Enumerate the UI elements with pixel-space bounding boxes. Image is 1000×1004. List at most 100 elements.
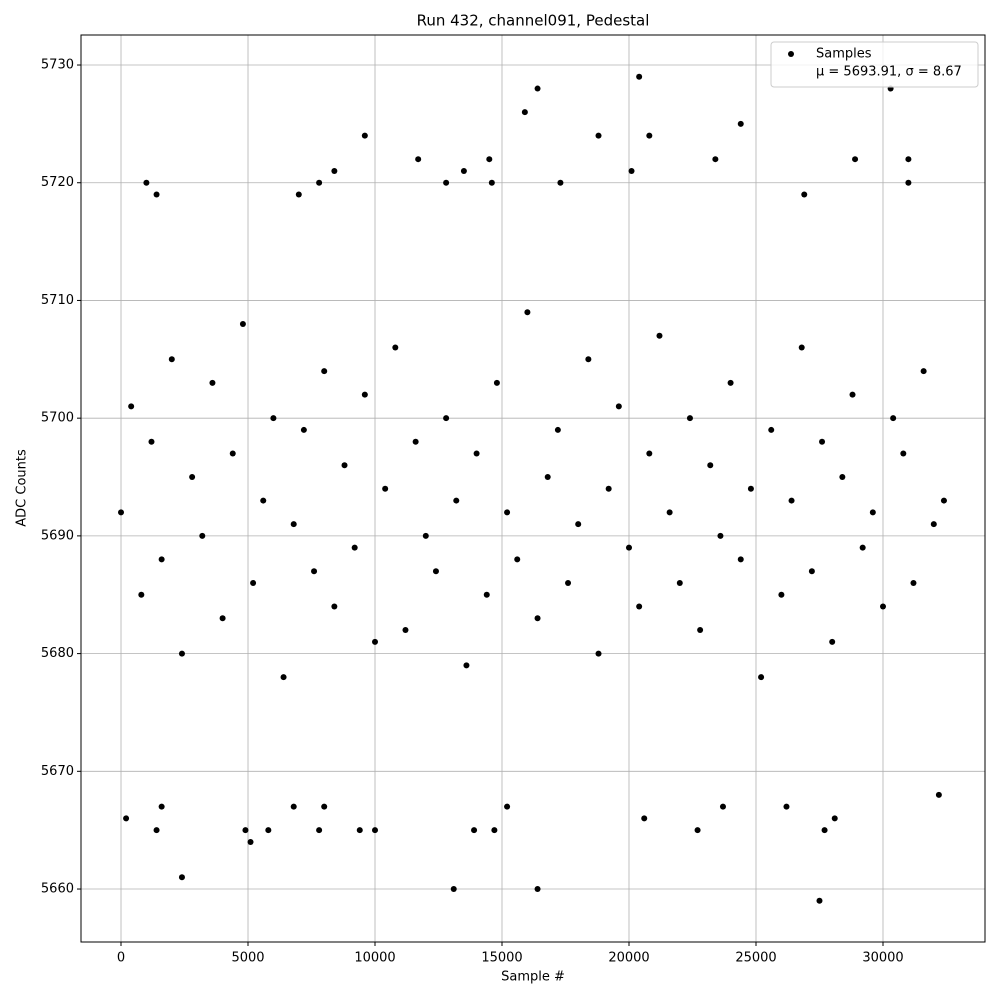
point — [504, 509, 511, 516]
point — [636, 603, 643, 610]
point — [493, 379, 500, 386]
point — [544, 474, 551, 481]
point — [178, 874, 185, 881]
point — [178, 650, 185, 657]
point — [341, 462, 348, 469]
x-tick-label: 5000 — [231, 951, 264, 966]
point — [460, 167, 467, 174]
point — [869, 509, 876, 516]
point — [849, 391, 856, 398]
point — [905, 179, 912, 186]
point — [473, 450, 480, 457]
point — [719, 803, 726, 810]
point — [372, 827, 379, 834]
point — [372, 638, 379, 645]
point — [534, 615, 541, 622]
plot-frame — [80, 34, 986, 943]
point — [392, 344, 399, 351]
point — [321, 803, 328, 810]
point — [361, 132, 368, 139]
point — [819, 438, 826, 445]
point — [768, 426, 775, 433]
point — [585, 356, 592, 363]
point — [930, 521, 937, 528]
legend-label: Samples — [816, 47, 872, 62]
point — [727, 379, 734, 386]
point — [412, 438, 419, 445]
point — [321, 368, 328, 375]
point — [331, 603, 338, 610]
point — [415, 156, 422, 163]
y-tick-label: 5710 — [41, 293, 74, 308]
point — [260, 497, 267, 504]
point — [879, 603, 886, 610]
point — [839, 474, 846, 481]
point — [463, 662, 470, 669]
point — [575, 521, 582, 528]
point — [940, 497, 947, 504]
point — [402, 627, 409, 634]
point — [486, 156, 493, 163]
point — [229, 450, 236, 457]
point — [565, 579, 572, 586]
point — [471, 827, 478, 834]
point — [524, 309, 531, 316]
point — [534, 85, 541, 92]
legend-marker — [788, 51, 794, 57]
point — [300, 426, 307, 433]
point — [148, 438, 155, 445]
point — [737, 556, 744, 563]
point — [666, 509, 673, 516]
point — [290, 521, 297, 528]
point — [656, 332, 663, 339]
point — [646, 450, 653, 457]
x-tick-label: 15000 — [481, 951, 522, 966]
point — [712, 156, 719, 163]
point — [422, 532, 429, 539]
point — [443, 415, 450, 422]
point — [859, 544, 866, 551]
point — [852, 156, 859, 163]
point — [697, 627, 704, 634]
point — [615, 403, 622, 410]
point — [808, 568, 815, 575]
point — [331, 167, 338, 174]
point — [534, 886, 541, 893]
point — [361, 391, 368, 398]
point — [801, 191, 808, 198]
point — [737, 120, 744, 127]
point — [280, 674, 287, 681]
point — [450, 886, 457, 893]
point — [557, 179, 564, 186]
point — [636, 73, 643, 80]
point — [783, 803, 790, 810]
y-axis-label: ADC Counts — [15, 449, 30, 527]
point — [351, 544, 358, 551]
point — [831, 815, 838, 822]
point — [890, 415, 897, 422]
point — [153, 191, 160, 198]
point — [595, 650, 602, 657]
point — [356, 827, 363, 834]
legend-stats: μ = 5693.91, σ = 8.67 — [816, 65, 962, 80]
point — [209, 379, 216, 386]
x-tick-label: 10000 — [354, 951, 395, 966]
point — [514, 556, 521, 563]
point — [242, 827, 249, 834]
point — [290, 803, 297, 810]
point — [910, 579, 917, 586]
y-tick-label: 5660 — [41, 882, 74, 897]
point — [504, 803, 511, 810]
point — [128, 403, 135, 410]
point — [265, 827, 272, 834]
y-tick-label: 5720 — [41, 175, 74, 190]
y-tick-label: 5680 — [41, 646, 74, 661]
point — [118, 509, 125, 516]
point — [123, 815, 130, 822]
point — [316, 179, 323, 186]
point — [521, 109, 528, 116]
x-tick-label: 30000 — [862, 951, 903, 966]
point — [158, 803, 165, 810]
point — [158, 556, 165, 563]
point — [316, 827, 323, 834]
